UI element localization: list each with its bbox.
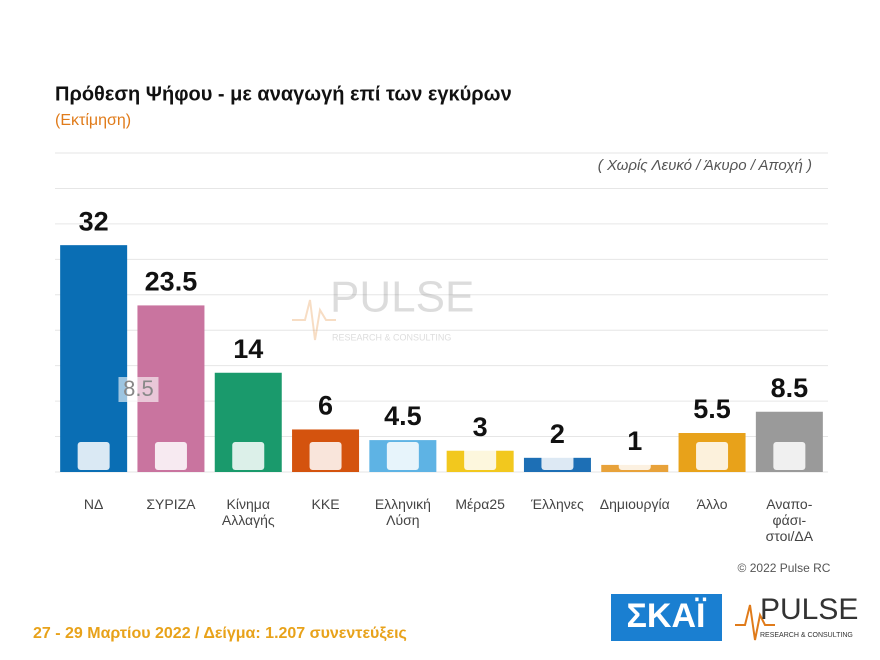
- party-icon: [154, 442, 187, 470]
- category-label: ΚΚΕ: [311, 496, 340, 512]
- skai-logo: [611, 594, 722, 641]
- category-label: Μέρα25: [455, 496, 505, 512]
- party-icon: [696, 442, 729, 470]
- value-label: 6: [318, 391, 333, 421]
- party-icon: [232, 442, 265, 470]
- watermark-text: PULSE: [330, 273, 474, 322]
- party-icon: [541, 442, 574, 470]
- annotation-box: [118, 377, 159, 402]
- category-label: ΝΔ: [83, 496, 104, 512]
- category-label: Δημιουργία: [599, 496, 670, 512]
- category-label: Έλληνες: [531, 496, 584, 512]
- value-label: 2: [550, 419, 565, 449]
- value-label: 32: [79, 206, 109, 236]
- value-label: 8.5: [771, 373, 809, 403]
- value-label: 3: [473, 412, 488, 442]
- bar: [60, 245, 128, 472]
- chart-subtitle: (Εκτίμηση): [55, 112, 131, 129]
- watermark: PULSE RESEARCH & CONSULTING: [292, 273, 474, 342]
- party-icon: [618, 442, 651, 470]
- value-label: 4.5: [384, 401, 422, 431]
- pulse-logo-tag: RESEARCH & CONSULTING: [760, 632, 853, 639]
- copyright: © 2022 Pulse RC: [738, 561, 831, 575]
- party-icon: [309, 442, 342, 470]
- party-icon: [464, 442, 497, 470]
- category-label: Ελληνική Λύση: [374, 496, 431, 528]
- note: ( Χωρίς Λευκό / Άκυρο / Αποχή ): [598, 157, 812, 174]
- annotation: 8.5: [123, 376, 154, 401]
- skai-logo-text: ΣΚΑΪ: [627, 597, 708, 635]
- category-label: Αναπο- φάσι- στοι/ΔΑ: [765, 496, 814, 544]
- party-icon: [386, 442, 419, 470]
- pulse-logo-text: PULSE: [760, 593, 858, 626]
- value-label: 23.5: [145, 267, 198, 297]
- chart-title: Πρόθεση Ψήφου - με αναγωγή επί των εγκύρ…: [55, 83, 512, 105]
- category-label: Άλλο: [696, 496, 728, 512]
- fieldwork: 27 - 29 Μαρτίου 2022 / Δείγμα: 1.207 συν…: [33, 625, 407, 642]
- category-label: Κίνημα Αλλαγής: [221, 496, 275, 528]
- party-icon: [77, 442, 110, 470]
- category-label: ΣΥΡΙΖΑ: [146, 496, 196, 512]
- watermark-tag: RESEARCH & CONSULTING: [332, 332, 451, 342]
- value-label: 5.5: [693, 394, 731, 424]
- party-icon: [773, 442, 806, 470]
- value-label: 1: [627, 426, 642, 456]
- value-label: 14: [233, 334, 263, 364]
